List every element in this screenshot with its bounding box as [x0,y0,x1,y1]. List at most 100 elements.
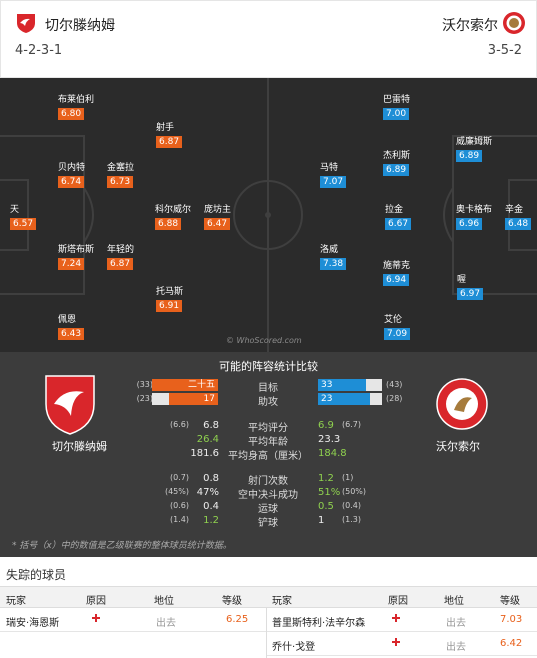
home-bar-value: 17 [203,394,215,404]
away-bar-fill [318,379,366,391]
stat-label: 目标 [258,383,278,394]
stat-bar-row: (33) 二十五 目标 33 (43) [0,379,537,394]
home-player[interactable]: 金塞拉 6.73 [107,160,134,188]
missing-player-row: 瑞安·海恩斯 出去 6.25 [0,608,271,632]
home-bar-fill [169,393,218,405]
away-stat-value: 51% [318,487,341,498]
home-player[interactable]: 托马斯 6.91 [156,284,183,312]
stat-row: 181.6 平均身高（厘米） 184.8 [0,447,537,462]
stat-label: 射门次数 [248,476,288,487]
away-player[interactable]: 施蒂克 6.94 [383,258,410,286]
player-name: 托马斯 [156,287,184,297]
player-name: 斯塔布斯 [58,245,95,255]
away-stat-bar: 23 [318,393,382,405]
missing-player-rating: 6.25 [226,614,249,625]
home-formation: 4-2-3-1 [15,43,63,58]
stat-row: (45%) 47% 空中决斗成功 51% (50%) [0,486,537,501]
missing-players-header: 玩家 原因 地位 等级 玩家 原因 地位 等级 [0,586,537,608]
player-rating: 6.87 [107,258,134,270]
home-player[interactable]: 庞坊主 6.47 [204,202,231,230]
player-name: 年轻的 [107,245,135,255]
col-player-away: 玩家 [272,596,292,607]
player-rating: 7.38 [320,258,347,270]
away-player[interactable]: 拉金 6.67 [385,202,412,230]
player-rating: 6.91 [156,300,183,312]
pitch-markings [0,78,537,352]
away-bar-fill [318,393,371,405]
player-name: 洛威 [320,245,339,255]
away-team-name[interactable]: 沃尔索尔 [442,18,498,34]
missing-player-position: 出去 [446,642,466,653]
lineup-comparison-panel: 可能的阵容统计比较 切尔滕纳姆 沃尔索尔 (33) 二十五 目标 33 (43) (23)… [0,352,537,557]
injury-icon [92,614,100,622]
player-name: 布莱伯利 [58,95,95,105]
player-name: 威廉姆斯 [456,137,493,147]
home-team-name[interactable]: 切尔滕纳姆 [45,18,115,34]
col-reason-away: 原因 [388,596,408,607]
col-reason: 原因 [86,596,106,607]
away-player[interactable]: 巴雷特 7.00 [383,92,410,120]
away-player[interactable]: 威廉姆斯 6.89 [456,134,492,162]
home-player[interactable]: 贝内特 6.74 [58,160,85,188]
home-league-avg: (0.6) [170,501,189,510]
away-league-avg: (1) [342,473,354,482]
away-league-avg: (1.3) [342,515,361,524]
away-player[interactable]: 艾伦 7.09 [384,312,411,340]
player-rating: 6.80 [58,108,85,120]
player-rating: 7.07 [320,176,347,188]
player-name: 巴雷特 [383,95,411,105]
away-bar-value: 23 [321,394,333,404]
home-player[interactable]: 射手 6.87 [156,120,183,148]
missing-player-name[interactable]: 乔什·戈登 [272,642,316,653]
player-rating: 7.09 [384,328,411,340]
home-player[interactable]: 佩恩 6.43 [58,312,85,340]
away-league-avg: (50%) [342,487,367,496]
stat-row: (6.6) 6.8 平均评分 6.9 (6.7) [0,419,537,434]
stat-label: 空中决斗成功 [238,490,298,501]
player-name: 杰利斯 [383,151,411,161]
home-stat-value: 0.4 [203,501,219,512]
player-name: 马特 [320,163,339,173]
away-player[interactable]: 奥卡格布 6.96 [456,202,492,230]
home-player[interactable]: 斯塔布斯 7.24 [58,242,94,270]
home-player[interactable]: 布莱伯利 6.80 [58,92,94,120]
missing-player-row: 乔什·戈登 出去 6.42 [266,632,537,656]
player-name: 喔 [457,275,467,285]
home-bar-value: 二十五 [187,380,215,390]
stat-label: 平均评分 [248,423,288,434]
home-stat-value: 47% [196,487,219,498]
player-name: 科尔威尔 [155,205,192,215]
away-player[interactable]: 洛威 7.38 [320,242,347,270]
footnote: * 括号（x）中的数值是乙级联赛的整体球员统计数据。 [12,541,232,551]
away-league-avg: (0.4) [342,501,361,510]
player-rating: 7.00 [383,108,410,120]
home-player[interactable]: 年轻的 6.87 [107,242,134,270]
player-rating: 6.88 [155,218,182,230]
home-stat-value: 1.2 [203,515,219,526]
home-league-avg: (23) [136,394,153,403]
watermark-text: © WhoScored.com [226,336,302,345]
player-name: 金塞拉 [107,163,135,173]
home-team-label: 切尔滕纳姆 [52,440,107,453]
injury-icon [392,614,400,622]
missing-player-name[interactable]: 瑞安·海恩斯 [6,618,60,629]
away-player[interactable]: 辛金 6.48 [505,202,532,230]
stat-label: 运球 [258,504,278,515]
missing-player-name[interactable]: 普里斯特利·法辛尔森 [272,618,366,629]
stat-row: (0.6) 0.4 运球 0.5 (0.4) [0,500,537,515]
player-name: 庞坊主 [204,205,232,215]
player-rating: 6.96 [456,218,483,230]
player-name: 天 [10,205,20,215]
player-name: 贝内特 [58,163,86,173]
home-team-large-crest-icon [45,375,95,435]
away-player[interactable]: 马特 7.07 [320,160,347,188]
player-name: 艾伦 [384,315,403,325]
away-team-large-crest-icon [436,378,488,430]
away-league-avg: (6.7) [342,420,361,429]
player-rating: 6.73 [107,176,134,188]
missing-player-rating: 6.42 [500,638,523,649]
home-player[interactable]: 天 6.57 [10,202,37,230]
away-player[interactable]: 喔 6.97 [457,272,484,300]
away-player[interactable]: 杰利斯 6.89 [383,148,410,176]
home-player[interactable]: 科尔威尔 6.88 [155,202,191,230]
